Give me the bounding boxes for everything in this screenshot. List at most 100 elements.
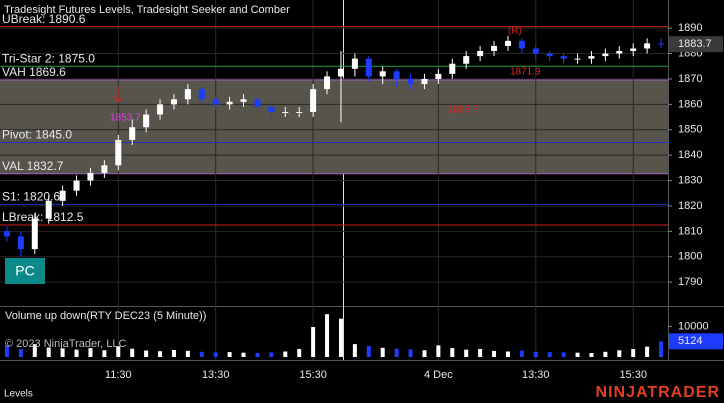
y-tick-label: 1860 (678, 98, 702, 110)
volume-bar (297, 349, 302, 357)
volume-bar (144, 350, 149, 357)
annotation: (R) (508, 26, 522, 37)
candle-body (351, 58, 358, 69)
x-tick-label: 15:30 (619, 369, 647, 381)
volume-bar (227, 352, 232, 357)
y-tick-label: 1800 (678, 251, 702, 263)
volume-bar (519, 350, 524, 357)
volume-bar (269, 352, 274, 357)
y-tick-label: 1850 (678, 124, 702, 136)
candle-body (115, 139, 122, 166)
y-tick-label: 10000 (678, 320, 709, 332)
candle-body (268, 106, 275, 112)
candle-body (282, 111, 289, 113)
y-tick-label: 1810 (678, 225, 702, 237)
volume-bar (32, 344, 37, 357)
volume-bar (659, 341, 664, 357)
candle-body (504, 40, 511, 46)
pc-button[interactable] (5, 258, 45, 284)
volume-bar (478, 349, 483, 357)
logo: NINJATRADER (596, 384, 720, 401)
volume-bar (352, 344, 357, 357)
candle-body (477, 51, 484, 57)
volume-bar (492, 350, 497, 357)
annotation: 1853.7 (110, 113, 141, 124)
volume-bar (4, 345, 9, 357)
candle-body (226, 101, 233, 105)
y-tick-label: 1820 (678, 200, 702, 212)
candle-body (616, 51, 623, 54)
candle-body (3, 231, 10, 237)
pc-button-label[interactable]: PC (15, 263, 34, 279)
candle-body (644, 43, 651, 49)
volume-bar (408, 349, 413, 357)
level-label: VAH 1869.6 (2, 65, 66, 79)
volume-bar (102, 350, 107, 357)
candle-body (560, 56, 567, 59)
candle-body (435, 73, 442, 79)
volume-bar (158, 351, 163, 357)
candle-body (212, 99, 219, 105)
candle-body (602, 53, 609, 57)
volume-bar (380, 347, 385, 357)
volume-bar (185, 350, 190, 357)
level-label: Pivot: 1845.0 (2, 128, 72, 142)
copyright: © 2023 NinjaTrader, LLC (5, 338, 126, 350)
price-marker (669, 36, 723, 53)
volume-bar (645, 346, 650, 357)
level-label: Tri-Star 2: 1875.0 (2, 51, 95, 65)
volume-bar (130, 348, 135, 357)
candle-body (393, 71, 400, 79)
candle-body (31, 218, 38, 250)
volume-title: Volume up down(RTY DEC23 (5 Minute)) (5, 310, 206, 322)
candle-body (518, 40, 525, 49)
value-area (0, 79, 668, 174)
y-tick-label: 1870 (678, 73, 702, 85)
volume-bar (116, 346, 121, 357)
volume-bar (213, 352, 218, 357)
candle-body (184, 89, 191, 100)
volume-bar (617, 350, 622, 357)
candle-body (170, 99, 177, 105)
candle-body (157, 104, 164, 115)
candle-body (310, 89, 317, 112)
candle-body (45, 200, 52, 219)
tab-label: Levels (4, 389, 33, 400)
y-tick-label: 1840 (678, 149, 702, 161)
x-tick-label: 4 Dec (424, 369, 453, 381)
volume-bar (283, 351, 288, 357)
candle-body (379, 71, 386, 77)
plot: VAH 1869.6 VAL 1832.7 1790 1800 1810 1820 1830… (0, 0, 723, 381)
candle-body (101, 165, 108, 173)
volume-bar (589, 353, 594, 357)
candle-body (546, 53, 553, 57)
volume-bar (171, 349, 176, 357)
indicator-header: Tradesight Futures Levels, Tradesight Se… (4, 4, 290, 16)
volume-bar (88, 348, 93, 357)
volume-bar (74, 349, 79, 357)
level-label: S1: 1820.6 (2, 190, 60, 204)
volume-marker (669, 333, 723, 350)
volume-bar (311, 326, 316, 357)
candle-body (532, 48, 539, 54)
candle-body (240, 99, 247, 102)
candle-body (337, 68, 344, 77)
candle-body (324, 76, 331, 90)
candle-body (630, 48, 637, 52)
y-tick-label: 1890 (678, 22, 702, 34)
volume-bar (255, 353, 260, 357)
candle-body (73, 180, 80, 191)
level-label: VAL 1832.7 (2, 159, 64, 173)
candle-body (421, 78, 428, 85)
volume-bar (450, 348, 455, 357)
volume-bar (325, 314, 330, 357)
level-label: LBreak: 1812.5 (2, 210, 84, 224)
volume-bar (575, 352, 580, 357)
y-tick-label: 1790 (678, 276, 702, 288)
candle-body (658, 43, 665, 45)
x-tick-label: 13:30 (202, 369, 230, 381)
volume-bar (631, 349, 636, 357)
level-label: UBreak: 1890.6 (2, 12, 86, 26)
volume-bar (422, 350, 427, 357)
